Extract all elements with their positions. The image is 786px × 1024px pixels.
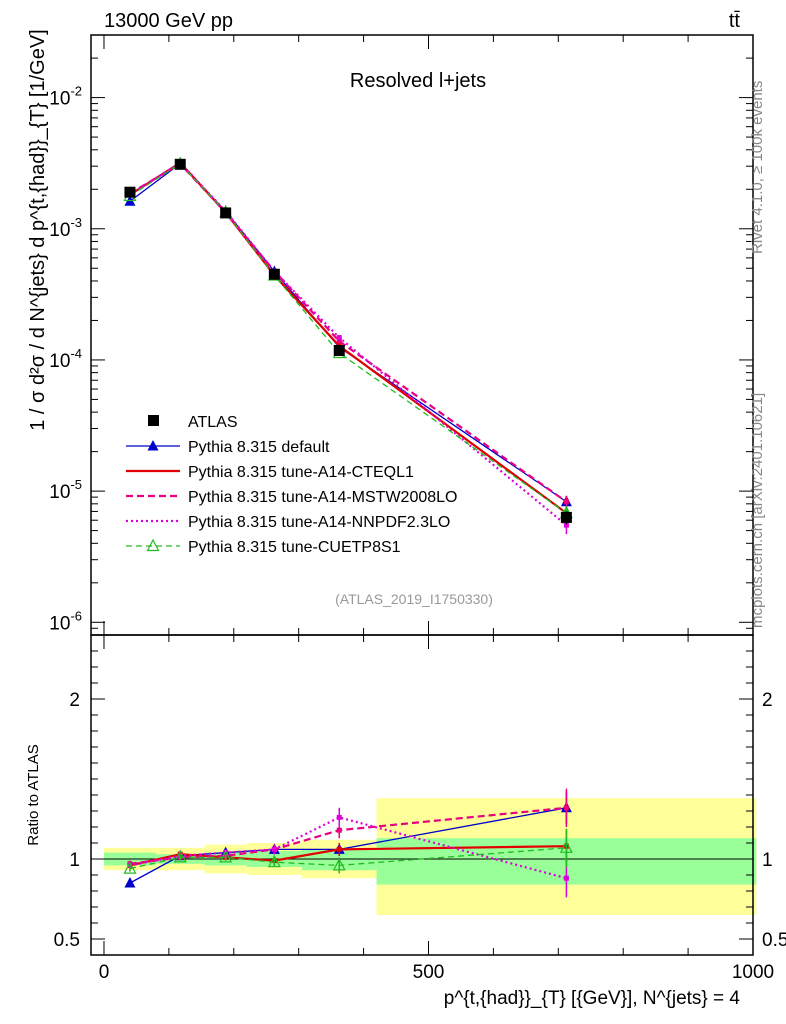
y-tick-label: 10-4 xyxy=(49,346,82,372)
ratio-point xyxy=(336,814,342,820)
data-point xyxy=(336,335,342,341)
ratio-y-tick-label: 0.5 xyxy=(54,930,80,951)
legend-entry: Pythia 8.315 tune-A14-CTEQL1 xyxy=(126,464,414,481)
series-line xyxy=(129,162,568,503)
series-line xyxy=(129,162,567,514)
ratio-y-tick-label-right: 2 xyxy=(762,690,773,711)
x-axis-label: p^{t,{had}}_{T} [{GeV}], N^{jets} = 4 xyxy=(444,988,741,1009)
ratio-series-layer xyxy=(123,788,573,898)
ratio-point xyxy=(336,827,342,833)
legend: ATLAS Pythia 8.315 default Pythia 8.315 tu… xyxy=(126,414,457,556)
ratio-point xyxy=(336,846,342,852)
process-label: tt̄ xyxy=(729,10,741,32)
ratio-point xyxy=(267,854,281,868)
ratio-line xyxy=(129,847,567,870)
ratio-line xyxy=(129,845,567,867)
ratio-point xyxy=(124,877,136,888)
legend-marker xyxy=(148,415,159,426)
ratio-point xyxy=(563,875,569,881)
data-point xyxy=(220,207,232,219)
main-chart-title: Resolved l+jets xyxy=(350,70,486,92)
main-series-layer xyxy=(123,156,573,535)
ratio-line xyxy=(129,816,567,880)
series-atlas xyxy=(124,158,572,525)
data-point xyxy=(563,522,569,528)
legend-label: Pythia 8.315 tune-A14-MSTW2008LO xyxy=(188,489,457,506)
energy-label: 13000 GeV pp xyxy=(104,10,233,32)
y-tick-label: 10-3 xyxy=(49,215,82,241)
legend-label: Pythia 8.315 tune-A14-CTEQL1 xyxy=(188,464,414,481)
legend-entry: Pythia 8.315 default xyxy=(126,439,330,456)
ratio-y-tick-label: 1 xyxy=(69,850,80,871)
y-tick-label: 10-5 xyxy=(49,477,82,503)
ratio-y-tick-label-right: 1 xyxy=(762,850,773,871)
y-tick-label: 10-2 xyxy=(49,84,82,110)
data-point xyxy=(560,511,572,523)
data-point xyxy=(124,186,136,198)
legend-label: ATLAS xyxy=(188,414,238,431)
series-pythia-8-315-tune-a14-mstw2008lo xyxy=(127,161,569,509)
x-tick-label: 0 xyxy=(99,962,110,983)
ratio-point xyxy=(559,840,573,853)
main-y-axis-label: 1 / σ d²σ / d N^{jets} d p^{t,{had}}_{T}… xyxy=(27,29,49,431)
legend-label: Pythia 8.315 tune-CUETP8S1 xyxy=(188,539,401,556)
side-label-rivet: Rivet 4.1.0, ≥ 100k events xyxy=(749,81,766,254)
ratio-y-axis-label: Ratio to ATLAS xyxy=(25,744,42,845)
legend-entry: Pythia 8.315 tune-A14-NNPDF2.3LO xyxy=(126,514,450,531)
series-line xyxy=(129,161,568,527)
x-tick-label: 500 xyxy=(413,962,445,983)
ratio-point xyxy=(173,850,187,863)
data-point xyxy=(174,158,186,170)
ratio-point xyxy=(123,861,137,874)
legend-marker xyxy=(146,538,160,552)
ratio-point xyxy=(271,846,277,852)
legend-label: Pythia 8.315 tune-A14-NNPDF2.3LO xyxy=(188,514,450,531)
legend-entry: ATLAS xyxy=(148,414,238,431)
ratio-point xyxy=(219,850,233,863)
series-line xyxy=(129,161,568,514)
data-point xyxy=(268,268,280,280)
analysis-id-label: (ATLAS_2019_I1750330) xyxy=(335,591,493,607)
legend-entry: Pythia 8.315 tune-A14-MSTW2008LO xyxy=(126,489,457,506)
ratio-y-tick-label-right: 0.5 xyxy=(762,930,786,951)
ratio-series-pythia-8-315-tune-cuetp8s1 xyxy=(123,828,573,874)
y-tick-label: 10-6 xyxy=(49,608,82,634)
ratio-point xyxy=(563,805,569,811)
x-tick-label: 1000 xyxy=(732,962,774,983)
legend-label: Pythia 8.315 default xyxy=(188,439,330,456)
legend-entry: Pythia 8.315 tune-CUETP8S1 xyxy=(126,538,401,556)
data-point xyxy=(336,338,342,344)
ratio-y-tick-label: 2 xyxy=(69,690,80,711)
data-point xyxy=(563,499,569,505)
legend-marker xyxy=(147,440,159,451)
main-axis-ticks: 10-2 10-3 10-4 10-5 10-6 xyxy=(49,34,754,636)
side-label-mcplots: mcplots.cern.ch [arXiv:2401.10621] xyxy=(749,393,766,628)
data-point xyxy=(333,345,345,357)
ratio-point xyxy=(332,858,346,871)
ratio-axis-ticks: 0.5 0.5 1 1 2 2 0 500 1000 xyxy=(54,635,786,983)
